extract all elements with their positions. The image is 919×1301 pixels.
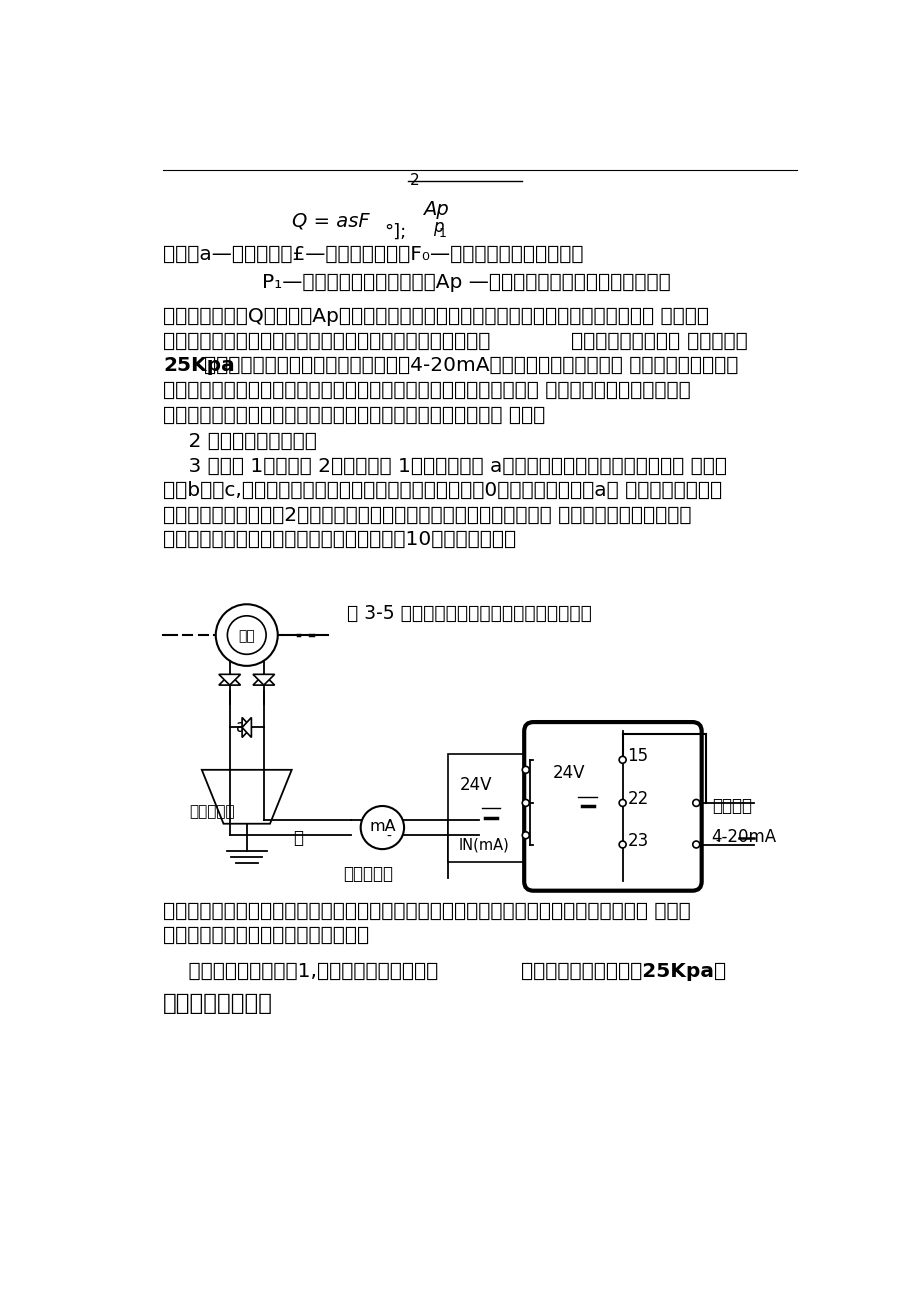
Polygon shape xyxy=(219,674,240,686)
Text: 24V: 24V xyxy=(460,775,492,794)
Circle shape xyxy=(522,766,528,773)
Text: a: a xyxy=(235,718,245,736)
Text: 2: 2 xyxy=(409,173,419,189)
Text: P₁—节流装置前的流体密度，Ap —节流装置前后实际测得的压力差。: P₁—节流装置前的流体密度，Ap —节流装置前后实际测得的压力差。 xyxy=(262,273,670,293)
Text: 2 流量积算仪参数设置: 2 流量积算仪参数设置 xyxy=(163,432,316,450)
Polygon shape xyxy=(253,674,275,686)
Text: 我们使用的差压变送 器的量程为: 我们使用的差压变送 器的量程为 xyxy=(570,332,746,351)
Circle shape xyxy=(692,799,699,807)
Circle shape xyxy=(618,756,626,764)
Text: 变送器。差压变送器可以测量和直接显示出孔板输出的差压，: 变送器。差压变送器可以测量和直接显示出孔板输出的差压， xyxy=(163,332,490,351)
Text: 15: 15 xyxy=(627,747,648,765)
Text: 黑: 黑 xyxy=(293,829,303,847)
Circle shape xyxy=(227,615,266,654)
Text: p: p xyxy=(432,217,443,235)
Polygon shape xyxy=(201,770,291,824)
Text: 25Kpa: 25Kpa xyxy=(163,356,234,375)
Circle shape xyxy=(692,840,699,848)
Text: 1: 1 xyxy=(438,226,447,239)
Text: -: - xyxy=(715,834,720,848)
Text: 五．实验注意事项: 五．实验注意事项 xyxy=(163,993,273,1015)
Text: 断阀b和阀c,待差压变送器正负压室平衡后（即流量显示为0时），关闭平衡阀a， 开始流量测量。由: 断阀b和阀c,待差压变送器正负压室平衡后（即流量显示为0时），关闭平衡阀a， 开… xyxy=(163,481,721,500)
Text: 直流毫安表: 直流毫安表 xyxy=(344,865,393,882)
Text: 量等对应值，并填入表中（在全量程范围记录10组数据）。同时: 量等对应值，并填入表中（在全量程范围记录10组数据）。同时 xyxy=(163,531,516,549)
Text: 小到大逐渐缓慢调节阀2的开度，记录孔板输出的差压、电流表显示的电 流、流量积算仪显示的流: 小到大逐渐缓慢调节阀2的开度，记录孔板输出的差压、电流表显示的电 流、流量积算仪… xyxy=(163,506,691,524)
Text: 23: 23 xyxy=(627,831,648,850)
Text: 可以看出，流量Q与压力差Ap的平方根成正比。孔板两端的压差经引压导管，通过三阀组 接到差压: 可以看出，流量Q与压力差Ap的平方根成正比。孔板两端的压差经引压导管，通过三阀组… xyxy=(163,307,709,327)
Text: Ap: Ap xyxy=(423,200,448,219)
Text: mA: mA xyxy=(369,818,395,834)
Text: IN(mA): IN(mA) xyxy=(458,838,508,852)
Text: -: - xyxy=(386,830,391,844)
Text: °];: °]; xyxy=(384,222,406,241)
Polygon shape xyxy=(253,674,275,686)
Text: 4-20mA: 4-20mA xyxy=(711,827,776,846)
Text: 22: 22 xyxy=(627,790,648,808)
Text: 差压变送器: 差压变送器 xyxy=(189,804,234,820)
Text: 3 全开阀 1，微开阀 2，启动水泵 1。打开平衡阀 a使差压变送器正、负压室连通，再 打开切: 3 全开阀 1，微开阀 2，启动水泵 1。打开平衡阀 a使差压变送器正、负压室连… xyxy=(163,457,726,475)
Text: 图 3-5 孔板、差压变送器与流量积算仪接线图: 图 3-5 孔板、差压变送器与流量积算仪接线图 xyxy=(347,604,592,623)
Circle shape xyxy=(522,799,528,807)
Text: 观察孔板、差压变送器、智能流量积算仪的运行情况，掌握其工作原理及使用方法。差压变 送器停: 观察孔板、差压变送器、智能流量积算仪的运行情况，掌握其工作原理及使用方法。差压变… xyxy=(163,902,690,921)
Text: 信号，可用于后续处理。直流毫安表显示的是差压变送器输出的 电流值: 信号，可用于后续处理。直流毫安表显示的是差压变送器输出的 电流值 xyxy=(163,406,545,424)
Polygon shape xyxy=(242,717,251,738)
FancyBboxPatch shape xyxy=(524,722,701,891)
Text: 进行开方处理，通过量程及单位换算，显示出实际流量。同时流量积算 仪的变送输出端，输出流量: 进行开方处理，通过量程及单位换算，显示出实际流量。同时流量积算 仪的变送输出端，… xyxy=(163,381,690,399)
Text: 24V: 24V xyxy=(552,765,584,782)
Circle shape xyxy=(618,799,626,807)
Polygon shape xyxy=(219,674,240,686)
Text: Q = asF: Q = asF xyxy=(291,212,369,230)
Text: 式中：a—流量系数，£—膨胀校正系数，F₀—节流装置的开孔截面积，: 式中：a—流量系数，£—膨胀校正系数，F₀—节流装置的开孔截面积， xyxy=(163,245,583,264)
Circle shape xyxy=(522,831,528,839)
Bar xyxy=(448,755,525,863)
Text: 测量完毕，关闭水泵1,关闭流量积算仪电源。: 测量完毕，关闭水泵1,关闭流量积算仪电源。 xyxy=(163,961,437,981)
Text: 变送输出: 变送输出 xyxy=(711,796,751,814)
Text: 孔板: 孔板 xyxy=(238,630,255,644)
Text: 。差压变送器把差压转换成标准信号（4-20mA电流）送到流量积算仪， 流量积算仪将该信号: 。差压变送器把差压转换成标准信号（4-20mA电流）送到流量积算仪， 流量积算仪… xyxy=(204,356,738,375)
Circle shape xyxy=(216,604,278,666)
Polygon shape xyxy=(242,717,251,738)
Text: （差压变送器的量程为25Kpa）: （差压变送器的量程为25Kpa） xyxy=(520,961,725,981)
Text: 用时，先打开平衡阀，后关闭切断阀。: 用时，先打开平衡阀，后关闭切断阀。 xyxy=(163,926,369,945)
Circle shape xyxy=(360,807,403,850)
Circle shape xyxy=(618,840,626,848)
